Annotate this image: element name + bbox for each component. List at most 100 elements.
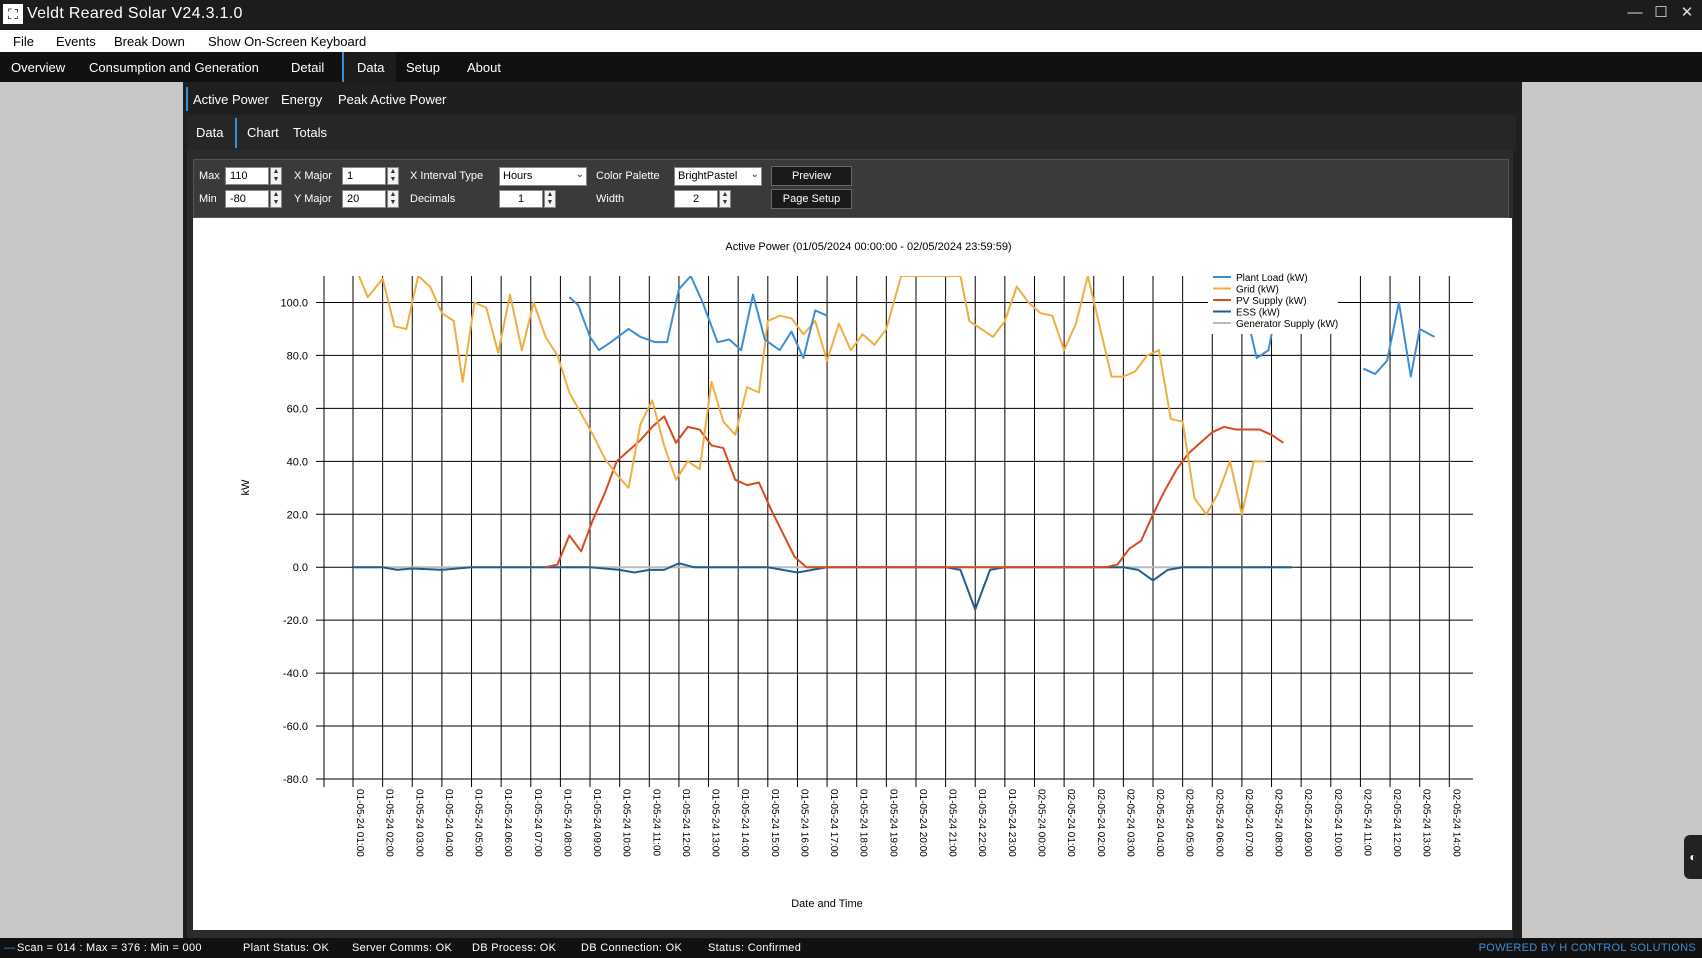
x-tick-label: 02-05-24 01:00 — [1065, 789, 1076, 857]
x-tick-label: 01-05-24 04:00 — [443, 789, 454, 857]
x-tick-label: 02-05-24 07:00 — [1243, 789, 1254, 857]
chevron-down-icon: ⌄ — [575, 169, 584, 180]
decimals-input[interactable]: 1 — [499, 190, 543, 208]
xinterval-select[interactable]: Hours ⌄ — [499, 167, 587, 186]
x-tick-label: 01-05-24 06:00 — [502, 789, 513, 857]
main-nav-items: Overview Consumption and Generation Deta… — [0, 52, 1702, 82]
nav-data[interactable]: Data — [357, 60, 385, 75]
main-nav — [0, 52, 1702, 82]
status-indicator-icon: — — [4, 942, 16, 954]
x-tick-label: 01-05-24 20:00 — [917, 789, 928, 857]
x-tick-label: 01-05-24 22:00 — [976, 789, 987, 857]
powered-by-label: POWERED BY H CONTROL SOLUTIONS — [1478, 942, 1696, 954]
y-tick-label: -40.0 — [283, 668, 308, 680]
y-axis-label: kW — [240, 479, 252, 496]
palette-select[interactable]: BrightPastel ⌄ — [674, 167, 762, 186]
subtab2-row — [187, 115, 1516, 150]
x-tick-label: 02-05-24 03:00 — [1124, 789, 1135, 857]
x-tick-label: 01-05-24 08:00 — [561, 789, 572, 857]
tab-chart[interactable]: Chart — [247, 125, 279, 140]
x-tick-label: 01-05-24 14:00 — [739, 789, 750, 857]
y-tick-label: 80.0 — [287, 350, 308, 362]
max-label: Max — [199, 170, 220, 182]
y-tick-label: 100.0 — [280, 297, 308, 309]
tab-energy[interactable]: Energy — [281, 92, 323, 107]
app-logo-icon: ⛶ — [3, 4, 23, 24]
menu-events[interactable]: Events — [56, 34, 96, 49]
width-input[interactable]: 2 — [674, 190, 718, 208]
status-bar: — Scan = 014 : Max = 376 : Min = 000 Pla… — [0, 938, 1702, 958]
x-tick-label: 02-05-24 05:00 — [1184, 789, 1195, 857]
x-tick-label: 01-05-24 15:00 — [769, 789, 780, 857]
tab-peak-active-power[interactable]: Peak Active Power — [338, 92, 447, 107]
ymajor-input[interactable]: 20 — [342, 190, 386, 208]
max-stepper[interactable]: ▲ ▼ — [270, 167, 282, 185]
right-background — [1522, 82, 1702, 938]
palette-value: BrightPastel — [678, 170, 738, 182]
legend-label: Plant Load (kW) — [1236, 273, 1308, 284]
status-plant: Plant Status: OK — [243, 942, 330, 954]
series-line — [358, 276, 1266, 516]
tab-totals[interactable]: Totals — [293, 125, 327, 140]
series-line — [568, 276, 828, 360]
menu-file[interactable]: File — [13, 34, 34, 49]
menu-show-on-screen-keyboard[interactable]: Show On-Screen Keyboard — [208, 34, 367, 49]
nav-detail[interactable]: Detail — [291, 60, 325, 75]
x-tick-label: 02-05-24 14:00 — [1450, 789, 1461, 857]
decimals-stepper[interactable]: ▲ ▼ — [544, 190, 556, 208]
x-tick-label: 01-05-24 11:00 — [650, 789, 661, 857]
menu-break-down[interactable]: Break Down — [114, 34, 185, 49]
xinterval-value: Hours — [503, 170, 533, 182]
width-stepper[interactable]: ▲ ▼ — [719, 190, 731, 208]
page-setup-button[interactable]: Page Setup — [771, 189, 852, 209]
xmajor-stepper[interactable]: ▲ ▼ — [387, 167, 399, 185]
nav-about[interactable]: About — [467, 60, 501, 75]
legend-label: Generator Supply (kW) — [1236, 319, 1338, 330]
series-line — [1362, 301, 1435, 378]
x-tick-label: 01-05-24 19:00 — [887, 789, 898, 857]
xinterval-label: X Interval Type — [410, 170, 484, 182]
preview-button[interactable]: Preview — [771, 166, 852, 186]
close-button[interactable]: ✕ — [1680, 4, 1694, 21]
y-tick-label: 20.0 — [287, 509, 308, 521]
side-panel-toggle-icon[interactable]: ◐ — [1684, 835, 1702, 879]
x-tick-label: 01-05-24 13:00 — [710, 789, 721, 857]
tab-active-power[interactable]: Active Power — [193, 92, 269, 107]
nav-overview[interactable]: Overview — [11, 60, 66, 75]
subtab1-active-indicator — [186, 87, 188, 111]
x-tick-label: 01-05-24 21:00 — [947, 789, 958, 857]
nav-setup[interactable]: Setup — [406, 60, 440, 75]
minimize-button[interactable]: — — [1627, 4, 1643, 21]
left-background — [0, 82, 183, 938]
x-tick-label: 02-05-24 12:00 — [1391, 789, 1402, 857]
ymajor-stepper[interactable]: ▲ ▼ — [387, 190, 399, 208]
max-input[interactable]: 110 — [225, 167, 269, 185]
min-stepper[interactable]: ▲ ▼ — [270, 190, 282, 208]
window-title: Veldt Reared Solar V24.3.1.0 — [27, 5, 243, 22]
status-db-connection: DB Connection: OK — [581, 942, 683, 954]
x-tick-label: 01-05-24 02:00 — [384, 789, 395, 857]
title-bar: ⛶ Veldt Reared Solar V24.3.1.0 — ☐ ✕ — [0, 0, 1702, 30]
xmajor-input[interactable]: 1 — [342, 167, 386, 185]
series-line — [353, 562, 1293, 611]
x-tick-label: 01-05-24 18:00 — [858, 789, 869, 857]
x-tick-label: 02-05-24 04:00 — [1154, 789, 1165, 857]
chart-controls: Max 110 ▲ ▼ Min -80 ▲ ▼ X Major 1 ▲ ▼ Y Maj… — [193, 159, 1509, 218]
chart-area: Active Power (01/05/2024 00:00:00 - 02/0… — [193, 218, 1512, 930]
x-tick-label: 02-05-24 06:00 — [1213, 789, 1224, 857]
nav-consumption-generation[interactable]: Consumption and Generation — [89, 60, 259, 75]
x-tick-label: 02-05-24 11:00 — [1361, 789, 1372, 857]
x-tick-label: 01-05-24 07:00 — [532, 789, 543, 857]
x-tick-label: 02-05-24 09:00 — [1302, 789, 1313, 857]
subtab2-active-indicator — [235, 118, 237, 148]
x-axis-label: Date and Time — [791, 898, 863, 910]
y-tick-label: -80.0 — [283, 774, 308, 786]
maximize-button[interactable]: ☐ — [1654, 4, 1668, 21]
nav-active-indicator — [342, 52, 396, 82]
x-tick-label: 02-05-24 08:00 — [1273, 789, 1284, 857]
min-input[interactable]: -80 — [225, 190, 269, 208]
status-confirmed: Status: Confirmed — [708, 942, 802, 954]
x-tick-label: 01-05-24 17:00 — [828, 789, 839, 857]
x-tick-label: 01-05-24 12:00 — [680, 789, 691, 857]
tab-data[interactable]: Data — [196, 125, 224, 140]
